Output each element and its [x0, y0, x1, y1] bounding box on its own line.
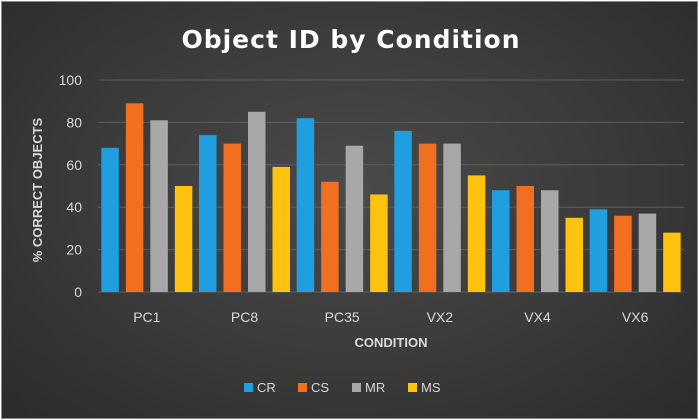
y-tick-label: 0: [74, 284, 82, 300]
bar-ms-vx6: [663, 232, 681, 292]
y-axis-ticks: 0 20 40 60 80 100: [59, 72, 83, 300]
y-tick-label: 100: [59, 72, 83, 88]
bar-ms-vx2: [467, 175, 486, 292]
legend-label-cr: CR: [257, 380, 276, 395]
bar-cr-pc35: [296, 118, 315, 292]
legend-label-mr: MR: [365, 380, 385, 395]
chart-title: Object ID by Condition: [181, 25, 520, 54]
legend: CR CS MR MS: [244, 380, 441, 395]
x-axis-label: CONDITION: [355, 335, 428, 350]
x-axis-ticks: PC1 PC8 PC35 VX2 VX4 VX6: [133, 309, 648, 325]
bar-cs-pc8: [223, 143, 241, 292]
y-tick-label: 80: [66, 114, 82, 130]
bar-ms-pc1: [174, 186, 193, 292]
bar-mr-vx2: [443, 143, 461, 292]
bar-cs-vx4: [516, 186, 534, 292]
y-axis-label: % CORRECT OBJECTS: [30, 117, 45, 262]
bar-ms-pc8: [272, 166, 290, 292]
bar-mr-vx4: [541, 190, 559, 292]
x-tick-label: VX6: [622, 309, 649, 325]
x-tick-label: PC8: [231, 309, 258, 325]
bar-cs-pc35: [321, 181, 339, 292]
bar-cr-vx2: [394, 130, 412, 292]
bar-cs-vx2: [418, 143, 437, 292]
bar-cr-pc1: [101, 147, 119, 292]
legend-swatch-mr: [352, 383, 361, 392]
legend-label-cs: CS: [311, 380, 329, 395]
legend-swatch-cs: [298, 383, 307, 392]
bar-cs-pc1: [125, 103, 144, 292]
x-tick-label: VX4: [524, 309, 551, 325]
gridlines: [98, 79, 684, 293]
y-tick-label: 20: [66, 242, 82, 258]
legend-label-ms: MS: [421, 380, 441, 395]
bar-mr-pc1: [150, 120, 168, 292]
bar-mr-pc8: [248, 111, 266, 292]
bars: [101, 103, 681, 292]
y-tick-label: 40: [66, 199, 82, 215]
bar-ms-pc35: [370, 194, 388, 292]
x-tick-label: PC35: [325, 309, 360, 325]
bar-ms-vx4: [565, 217, 583, 292]
bar-cr-pc8: [199, 135, 217, 292]
bar-cs-vx6: [614, 215, 632, 292]
legend-swatch-cr: [244, 383, 253, 392]
x-tick-label: PC1: [133, 309, 160, 325]
legend-swatch-ms: [408, 383, 417, 392]
bar-mr-pc35: [345, 145, 364, 292]
bar-cr-vx4: [492, 190, 510, 292]
bar-mr-vx6: [638, 213, 657, 292]
y-tick-label: 60: [66, 157, 82, 173]
bar-cr-vx6: [589, 209, 608, 292]
x-tick-label: VX2: [427, 309, 454, 325]
